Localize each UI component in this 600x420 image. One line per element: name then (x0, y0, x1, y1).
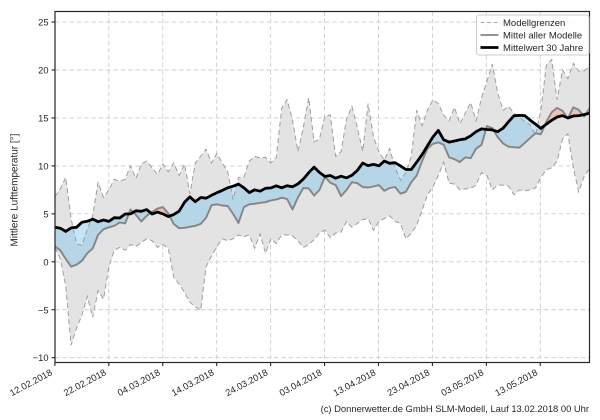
svg-text:10: 10 (38, 161, 48, 171)
svg-text:5: 5 (43, 209, 48, 219)
svg-text:Mittelwert 30 Jahre: Mittelwert 30 Jahre (503, 43, 583, 54)
svg-text:Mittel aller Modelle: Mittel aller Modelle (503, 31, 582, 42)
svg-text:15: 15 (38, 113, 48, 123)
svg-text:Modellgrenzen: Modellgrenzen (503, 18, 565, 29)
svg-text:0: 0 (43, 257, 48, 267)
svg-text:Mittlere Lufttemperatur [°]: Mittlere Lufttemperatur [°] (10, 133, 21, 246)
svg-text:−10: −10 (33, 353, 49, 363)
svg-text:−5: −5 (38, 305, 49, 315)
svg-text:20: 20 (38, 66, 48, 76)
svg-text:(c) Donnerwetter.de GmbH SLM-M: (c) Donnerwetter.de GmbH SLM-Modell, Lau… (321, 403, 589, 414)
svg-text:25: 25 (38, 18, 48, 28)
